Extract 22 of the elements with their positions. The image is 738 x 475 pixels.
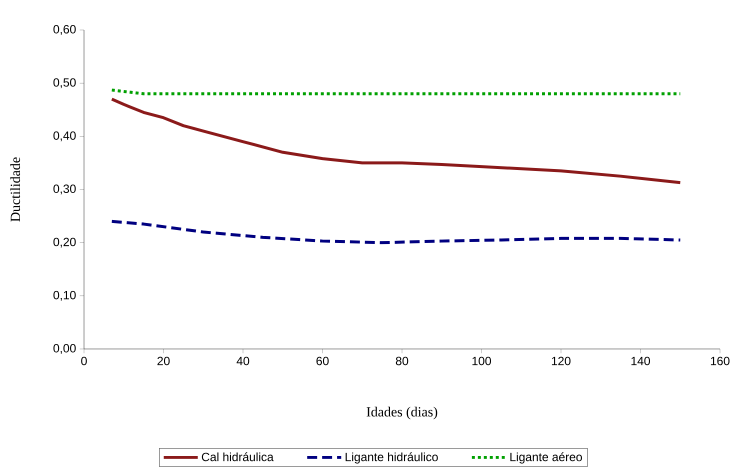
- x-tick-label: 40: [236, 356, 250, 366]
- y-axis-title: Ductilidade: [10, 157, 20, 222]
- x-tick-label: 160: [710, 356, 730, 366]
- y-tick-label: 0,50: [53, 78, 76, 88]
- y-tick-label: 0,60: [53, 25, 76, 35]
- y-tick-label: 0,10: [53, 290, 76, 301]
- x-tick-label: 120: [552, 356, 571, 366]
- line-series: [110, 220, 682, 244]
- legend-label: Cal hidráulica: [202, 452, 274, 462]
- x-tick-label: 140: [631, 356, 650, 366]
- x-tick-label: 20: [157, 356, 170, 366]
- legend-label: Ligante aéreo: [510, 452, 582, 464]
- y-tick-label: 0,20: [53, 238, 76, 248]
- y-tick-label: 0,00: [53, 344, 76, 354]
- y-tick-label: 0,30: [53, 184, 76, 194]
- x-tick-label: 80: [396, 356, 408, 366]
- x-tick-label: 60: [316, 356, 329, 366]
- x-tick-label: 100: [472, 356, 492, 366]
- legend-label: Ligante hidráulico: [346, 452, 438, 464]
- y-tick-label: 0,40: [53, 131, 76, 142]
- x-tick-label: 0: [81, 356, 87, 366]
- x-axis-title: Idades (dias): [366, 406, 438, 420]
